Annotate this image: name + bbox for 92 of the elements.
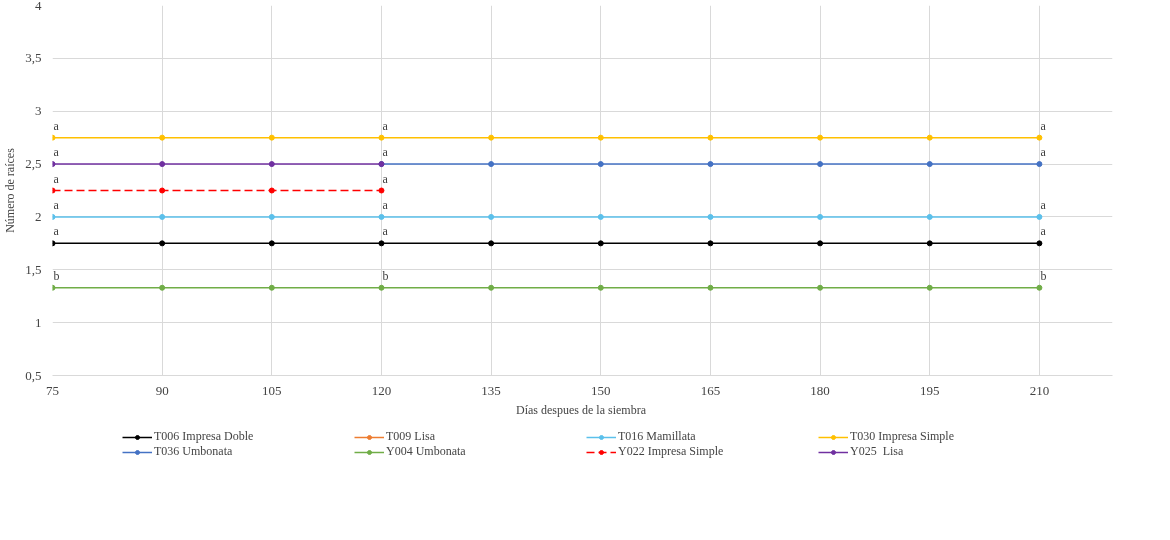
legend-label: Y022 Impresa Simple — [618, 444, 725, 459]
point — [488, 240, 495, 247]
point — [926, 240, 933, 247]
y-tick-label: 0,5 — [25, 367, 42, 383]
point — [926, 134, 933, 141]
point — [597, 284, 604, 291]
point — [268, 161, 275, 168]
point — [378, 284, 385, 291]
point — [707, 213, 714, 220]
annotation: a — [53, 145, 60, 160]
annotation: a — [1040, 118, 1047, 133]
point — [268, 134, 275, 141]
point — [159, 213, 166, 220]
x-tick-label: 120 — [371, 382, 392, 398]
y-tick-label: 2 — [35, 208, 42, 224]
annotation: a — [53, 118, 60, 133]
point — [159, 187, 166, 194]
point — [378, 213, 385, 220]
legend-label: Y004 Umbonata — [386, 444, 467, 459]
annotation: a — [382, 118, 389, 133]
annotation: b — [382, 268, 389, 283]
point — [488, 213, 495, 220]
point — [159, 161, 166, 168]
point — [707, 161, 714, 168]
point — [1036, 134, 1043, 141]
annotation: a — [1040, 145, 1047, 160]
point — [707, 134, 714, 141]
x-tick-label: 210 — [1029, 382, 1050, 398]
point — [817, 161, 824, 168]
y-tick-label: 2,5 — [25, 156, 42, 172]
y-tick-label: 1,5 — [25, 261, 42, 277]
y-tick-label: 4 — [35, 0, 42, 13]
point — [268, 213, 275, 220]
point — [597, 134, 604, 141]
legend-label: T036 Umbonata — [154, 444, 234, 459]
point — [926, 161, 933, 168]
legend-label: Y025 Lisa — [850, 444, 905, 459]
point — [488, 161, 495, 168]
annotation: a — [1040, 197, 1047, 212]
legend-label: T006 Impresa Doble — [154, 429, 255, 444]
annotation: a — [382, 145, 389, 160]
point — [378, 240, 385, 247]
point — [488, 134, 495, 141]
point — [707, 284, 714, 291]
legend-label: T030 Impresa Simple — [850, 429, 955, 444]
x-tick-label: 195 — [919, 382, 940, 398]
x-tick-label: 180 — [810, 382, 830, 398]
point — [268, 240, 275, 247]
point — [707, 240, 714, 247]
point — [378, 134, 385, 141]
point — [159, 240, 166, 247]
x-tick-label: 165 — [700, 382, 721, 398]
point — [817, 284, 824, 291]
point — [1036, 284, 1043, 291]
point — [817, 213, 824, 220]
point — [597, 213, 604, 220]
y-tick-label: 3,5 — [25, 50, 42, 66]
x-axis-title: Días despues de la siembra — [516, 402, 647, 417]
point — [488, 284, 495, 291]
x-tick-label: 150 — [591, 382, 611, 398]
y-tick-label: 1 — [35, 314, 42, 330]
annotation: a — [382, 197, 389, 212]
annotation: b — [53, 268, 60, 283]
legend-label: T016 Mamillata — [618, 429, 697, 444]
annotation: a — [53, 171, 60, 186]
point — [378, 187, 385, 194]
point — [926, 284, 933, 291]
y-tick-label: 3 — [35, 103, 42, 119]
annotation: a — [53, 224, 60, 239]
point — [817, 240, 824, 247]
x-tick-label: 90 — [155, 382, 169, 398]
point — [1036, 161, 1043, 168]
point — [597, 240, 604, 247]
point — [159, 284, 166, 291]
y-axis-title: Número de raíces — [3, 147, 18, 233]
point — [926, 213, 933, 220]
annotation: a — [53, 197, 60, 212]
point — [268, 187, 275, 194]
point — [1036, 213, 1043, 220]
point — [597, 161, 604, 168]
x-tick-label: 135 — [481, 382, 501, 398]
point — [817, 134, 824, 141]
annotation: a — [382, 224, 389, 239]
point — [268, 284, 275, 291]
legend-label: T009 Lisa — [386, 429, 436, 444]
point — [159, 134, 166, 141]
annotation: b — [1040, 268, 1047, 283]
annotation: a — [1040, 224, 1047, 239]
x-tick-label: 105 — [262, 382, 282, 398]
point — [1036, 240, 1043, 247]
x-tick-label: 75 — [46, 382, 59, 398]
annotation: a — [382, 171, 389, 186]
